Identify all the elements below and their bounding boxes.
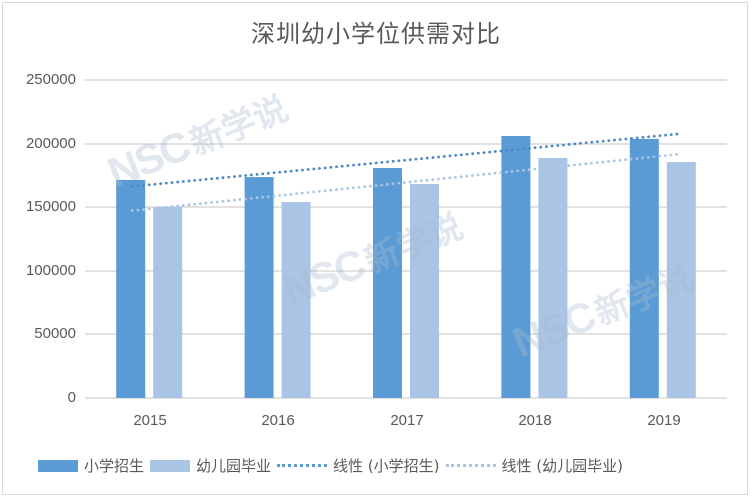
trendline-primary-enrollment (130, 132, 682, 188)
x-tick-2016: 2016 (261, 412, 295, 429)
bar-2017-kindergarten-graduates[interactable] (410, 184, 439, 398)
gridlines (85, 79, 727, 399)
bar-series (116, 136, 696, 398)
bar-2015-kindergarten-graduates[interactable] (153, 206, 183, 398)
x-tick-2018: 2018 (518, 412, 552, 429)
legend-dotted-line-light (445, 464, 496, 467)
bar-2017-primary-enrollment[interactable] (373, 168, 402, 398)
x-tick-2019: 2019 (647, 412, 681, 429)
bar-2016-primary-enrollment[interactable] (244, 177, 274, 398)
legend-label: 幼儿园毕业 (196, 457, 272, 475)
legend-swatch-light-blue (150, 459, 191, 472)
bar-2018-primary-enrollment[interactable] (501, 136, 531, 398)
bar-2019-primary-enrollment[interactable] (629, 139, 659, 398)
legend-item-primary-enrollment[interactable]: 小学招生 (38, 455, 144, 476)
bar-2019-kindergarten-graduates[interactable] (666, 162, 696, 398)
x-tick-2017: 2017 (390, 412, 424, 429)
y-tick-0: 0 (67, 389, 76, 406)
y-tick-50000: 50000 (34, 325, 76, 342)
bar-2016-kindergarten-graduates[interactable] (281, 202, 311, 398)
chart-title: 深圳幼小学位供需对比 (251, 20, 501, 48)
legend-label: 小学招生 (84, 457, 145, 475)
legend-label: 线性 (小学招生) (333, 457, 440, 475)
legend-dotted-line-dark (277, 464, 328, 467)
legend-swatch-dark-blue (38, 459, 78, 472)
legend-item-kindergarten-graduates[interactable]: 幼儿园毕业 (150, 455, 271, 476)
y-tick-100000: 100000 (25, 262, 76, 279)
trendlines (130, 132, 682, 213)
legend: 小学招生 幼儿园毕业 线性 (小学招生) 线性 (幼儿园毕业) (38, 455, 629, 476)
bar-2018-kindergarten-graduates[interactable] (538, 158, 568, 398)
trendline-kindergarten-graduates (130, 152, 682, 213)
y-tick-250000: 250000 (25, 71, 76, 88)
y-tick-150000: 150000 (25, 198, 76, 215)
x-tick-2015: 2015 (133, 412, 167, 429)
legend-item-trend-kindergarten[interactable]: 线性 (幼儿园毕业) (445, 455, 623, 476)
bar-2015-primary-enrollment[interactable] (116, 179, 146, 398)
legend-label: 线性 (幼儿园毕业) (501, 457, 623, 475)
y-tick-200000: 200000 (25, 135, 76, 152)
legend-item-trend-primary[interactable]: 线性 (小学招生) (277, 455, 440, 476)
